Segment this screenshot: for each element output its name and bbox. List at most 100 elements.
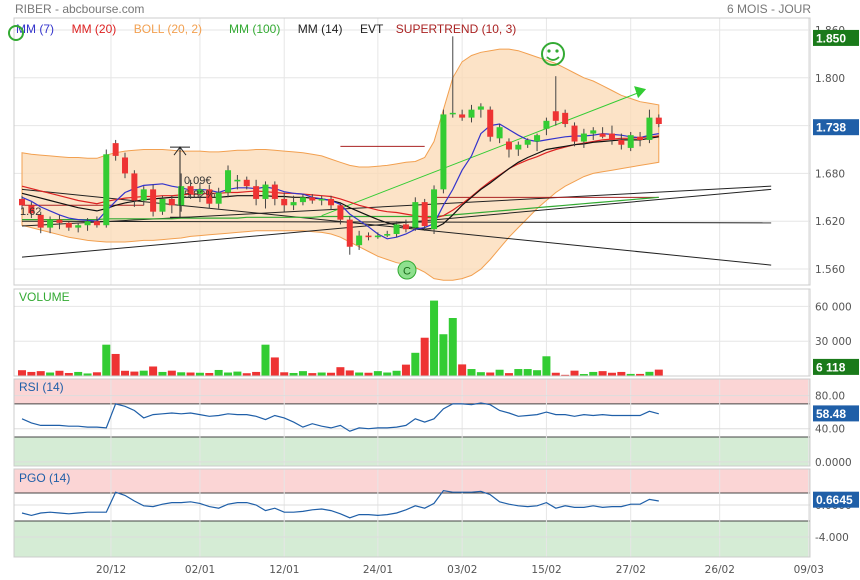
candle-body xyxy=(215,192,222,204)
volume-bar xyxy=(195,372,204,376)
pgo-panel-frame xyxy=(13,468,811,558)
volume-bar xyxy=(542,356,551,376)
volume-bar xyxy=(373,371,382,376)
volume-bar xyxy=(570,370,579,376)
candle-body xyxy=(75,225,82,228)
volume-bar xyxy=(18,370,26,376)
variation-abs-label: 0.09€ xyxy=(184,175,212,187)
candle-body xyxy=(150,189,157,212)
legend-supertrend: SUPERTREND (10, 3) xyxy=(396,22,516,36)
left-value-label: 1.62 xyxy=(20,206,41,218)
candle-body xyxy=(431,189,438,230)
volume-bar xyxy=(149,366,158,376)
price-last-label: 1.850 xyxy=(816,31,846,45)
volume-bar xyxy=(224,372,233,376)
candle-body xyxy=(421,202,428,227)
candle-body xyxy=(159,198,166,212)
candle-body xyxy=(487,109,494,137)
x-tick-label: 24/01 xyxy=(363,564,393,576)
variation-pct-label: 5.82% xyxy=(184,189,215,201)
candle-body xyxy=(328,198,335,206)
rsi-last-label: 58.48 xyxy=(816,407,846,421)
candle-body xyxy=(402,224,409,230)
volume-bar xyxy=(308,373,317,376)
candle-body xyxy=(65,222,72,228)
price-tick-label: 1.800 xyxy=(815,73,845,85)
volume-bar xyxy=(261,344,270,376)
candle-body xyxy=(225,170,232,193)
smiley-icon xyxy=(541,42,565,66)
candle-body xyxy=(477,106,484,110)
candle-body xyxy=(253,186,260,199)
candle-body xyxy=(262,184,269,199)
pgo-last-label: 0.6645 xyxy=(816,493,853,507)
volume-bar xyxy=(252,371,261,376)
x-tick-label: 09/03 xyxy=(794,564,824,576)
volume-bar xyxy=(64,372,73,376)
event-marker-label: C xyxy=(403,266,411,278)
pgo-line xyxy=(21,489,659,519)
candle-body xyxy=(356,235,363,246)
volume-bar xyxy=(420,337,429,376)
candle-body xyxy=(468,109,475,118)
volume-panel-frame xyxy=(13,288,811,377)
volume-bar xyxy=(36,371,45,376)
volume-bar xyxy=(92,372,101,376)
legend-mm20: MM (20) xyxy=(72,22,117,36)
candle-body xyxy=(19,198,25,206)
candle-body xyxy=(627,135,634,148)
candle-body xyxy=(93,221,100,226)
price-indicator-label-box xyxy=(813,119,859,136)
volume-bar xyxy=(523,369,532,376)
candle-body xyxy=(37,214,44,228)
candle-body xyxy=(271,184,278,199)
candle-body xyxy=(187,186,194,195)
volume-bar xyxy=(111,353,120,376)
volume-bar xyxy=(233,371,242,376)
volume-bar xyxy=(430,300,439,376)
volume-bar xyxy=(514,369,523,376)
candle-body xyxy=(178,186,185,206)
candle-body xyxy=(346,219,353,247)
volume-bar xyxy=(327,372,336,376)
candle-body xyxy=(646,117,653,140)
volume-bar xyxy=(355,372,364,376)
candle-body xyxy=(168,198,175,206)
x-tick-label: 26/02 xyxy=(705,564,735,576)
volume-bar xyxy=(139,370,148,376)
candle-body xyxy=(608,133,615,140)
left-smiley-icon xyxy=(8,25,24,41)
rsi-panel-frame xyxy=(13,378,811,467)
smiley-mouth xyxy=(546,56,560,61)
volume-bar xyxy=(401,364,410,376)
volume-bar xyxy=(167,370,176,376)
volume-bar xyxy=(289,372,298,376)
rsi-line xyxy=(21,402,659,432)
candle-body xyxy=(318,198,325,201)
volume-bar xyxy=(636,373,645,376)
event-marker-icon xyxy=(397,260,417,280)
candle-body xyxy=(337,205,344,220)
volume-bar xyxy=(458,364,467,376)
volume-bar xyxy=(186,372,195,376)
smiley-eye xyxy=(547,49,551,53)
volume-bar xyxy=(476,372,485,376)
candle-body xyxy=(290,202,297,206)
volume-bar xyxy=(83,373,92,376)
volume-last-label: 6 118 xyxy=(816,360,846,374)
volume-bar xyxy=(298,371,307,376)
volume-bar xyxy=(102,344,111,376)
volume-bar xyxy=(533,370,542,376)
volume-bar xyxy=(270,357,279,376)
legend-mm7: MM (7) xyxy=(16,22,54,36)
price-indicator-label: 1.738 xyxy=(816,121,846,135)
candle-body xyxy=(131,173,138,201)
candle-body xyxy=(103,154,110,226)
volume-bar xyxy=(74,371,83,376)
x-tick-label: 20/12 xyxy=(96,564,126,576)
candle-body xyxy=(552,111,559,121)
candle-body xyxy=(56,219,63,223)
candle-body xyxy=(84,221,91,226)
x-tick-label: 02/01 xyxy=(185,564,215,576)
